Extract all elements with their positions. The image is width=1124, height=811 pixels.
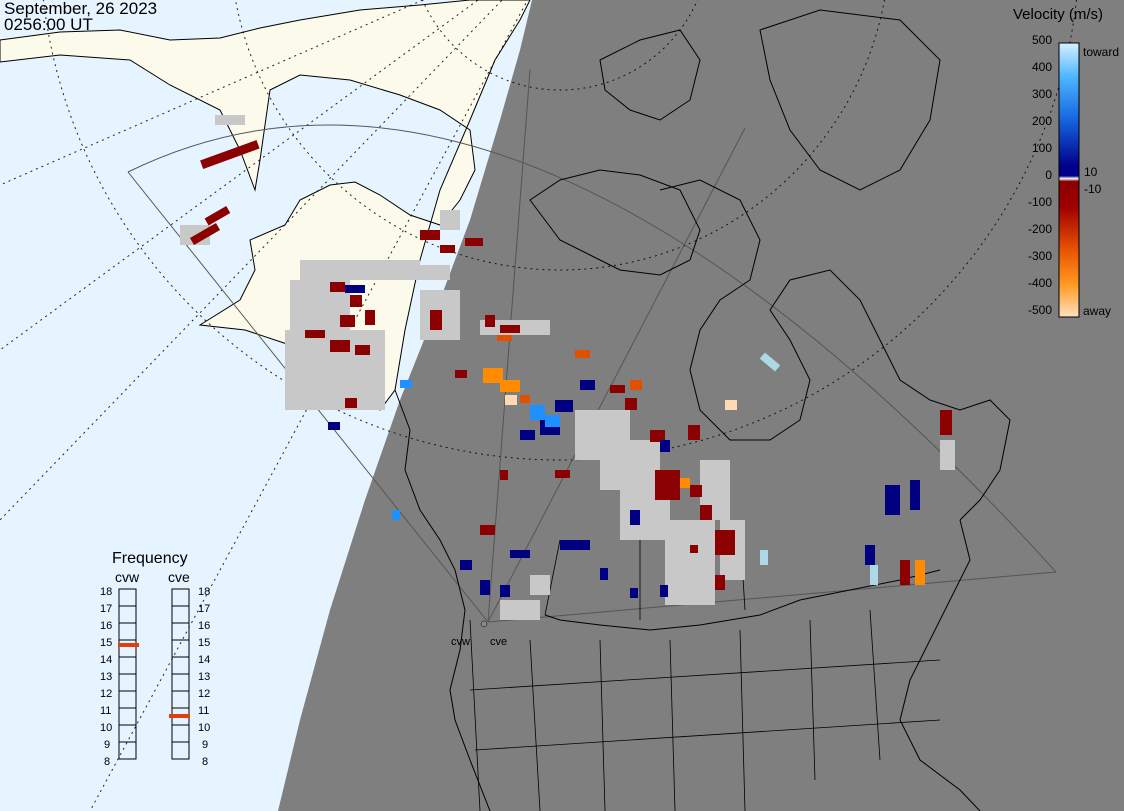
political-borders (469, 529, 941, 811)
colorbar-tick: 100 (1031, 141, 1052, 155)
frequency-scale-label: 15 (100, 637, 113, 649)
radar-name-cve: cve (168, 569, 190, 585)
frequency-scale-label: 12 (198, 688, 211, 700)
colorbar-tick: -200 (1027, 222, 1052, 236)
radar-name-cvw: cvw (115, 569, 140, 585)
frequency-title: Frequency (112, 550, 188, 567)
colorbar-inner-label: 10 (1084, 165, 1098, 179)
frequency-indicator-cve (169, 714, 190, 718)
colorbar-tick: 500 (1031, 33, 1052, 47)
velocity-colorbar (1058, 42, 1080, 318)
colorbar-title: Velocity (m/s) (1013, 6, 1104, 23)
frequency-scale-label: 9 (202, 739, 209, 751)
frequency-scale-label: 16 (100, 620, 113, 632)
colorbar-tick: -400 (1027, 276, 1052, 290)
colorbar-tick: -100 (1027, 195, 1052, 209)
colorbar-tick: 200 (1031, 114, 1052, 128)
colorbar-tick: 400 (1031, 60, 1052, 74)
frequency-indicator-cvw (118, 643, 139, 647)
graticule (0, 0, 1077, 811)
frequency-scale-label: 13 (198, 671, 211, 683)
site-label-cve: cve (490, 636, 508, 648)
frequency-scale-label: 12 (100, 688, 113, 700)
frequency-scale-label: 9 (104, 739, 111, 751)
map-date: September, 26 2023 (4, 0, 158, 18)
frequency-scale-label: 14 (198, 654, 211, 666)
frequency-scale-label: 8 (104, 756, 111, 768)
velocity-echoes (190, 140, 952, 598)
frequency-scale-label: 10 (100, 722, 113, 734)
frequency-scale-label: 14 (100, 654, 113, 666)
colorbar-toward-label: toward (1083, 45, 1120, 59)
colorbar-tick: -300 (1027, 249, 1052, 263)
frequency-scale-label: 10 (198, 722, 211, 734)
map-time: 0256:00 UT (4, 15, 93, 34)
radar-site-marker (480, 620, 488, 628)
alaska-landmass (0, 0, 531, 411)
frequency-scales (118, 588, 190, 760)
frequency-scale-label: 13 (100, 671, 113, 683)
frequency-scale-label: 11 (198, 705, 210, 717)
colorbar-inner-label: -10 (1084, 182, 1102, 196)
frequency-scale-label: 18 (100, 586, 113, 598)
frequency-scale-label: 8 (202, 756, 209, 768)
frequency-scale-label: 16 (198, 620, 211, 632)
night-terminator (278, 0, 1124, 811)
colorbar-away-label: away (1083, 304, 1112, 318)
frequency-scale-label: 18 (198, 586, 211, 598)
frequency-scale-label: 17 (100, 603, 113, 615)
frequency-scale-label: 15 (198, 637, 211, 649)
colorbar-tick: -500 (1027, 303, 1052, 317)
colorbar-tick: 0 (1045, 168, 1052, 182)
colorbar-tick: 300 (1031, 87, 1052, 101)
frequency-scale-label: 17 (198, 603, 211, 615)
site-label-cvw: cvw (451, 636, 470, 648)
coastlines (394, 9, 1011, 811)
frequency-scale-label: 11 (100, 705, 112, 717)
